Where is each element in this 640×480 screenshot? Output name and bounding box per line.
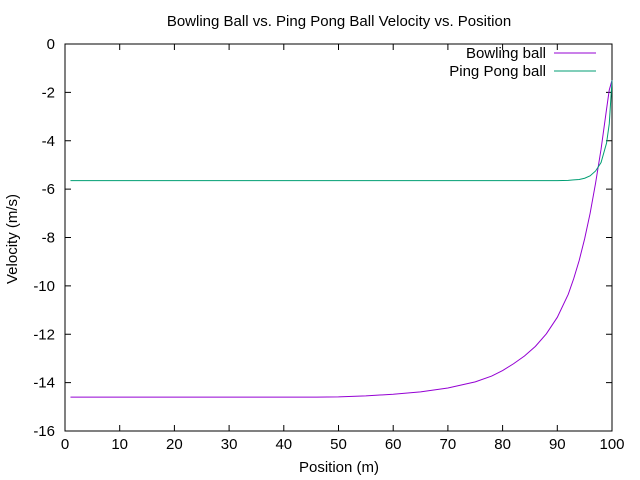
y-axis-ticks: 0 -2 -4 -6 -8 -10 -12 -14 -16	[33, 36, 612, 440]
legend-label: Bowling ball	[466, 45, 546, 62]
y-tick-label: -12	[33, 326, 55, 343]
x-tick-label: 80	[494, 436, 511, 453]
y-tick-label: -4	[42, 133, 55, 150]
y-axis-label: Velocity (m/s)	[4, 194, 21, 284]
plot-frame	[64, 43, 613, 432]
y-tick-label: 0	[47, 36, 55, 53]
series-line-bowling-ball	[70, 80, 613, 398]
x-tick-label: 90	[549, 436, 566, 453]
y-tick-label: -6	[42, 181, 55, 198]
series-line-ping-pong-ball	[70, 80, 613, 182]
y-tick-label: -10	[33, 278, 55, 295]
series-layer	[70, 80, 613, 398]
x-axis-ticks: 0 10 20 30 40 50 60 70 80 90 100	[61, 44, 625, 453]
x-tick-label: 20	[166, 436, 183, 453]
chart-title: Bowling Ball vs. Ping Pong Ball Velocity…	[167, 13, 511, 30]
y-tick-label: -2	[42, 84, 55, 101]
y-tick-label: -14	[33, 375, 55, 392]
x-tick-label: 60	[385, 436, 402, 453]
y-tick-label: -8	[42, 230, 55, 247]
x-tick-label: 40	[275, 436, 292, 453]
x-axis-label: Position (m)	[299, 459, 379, 476]
x-tick-label: 50	[330, 436, 347, 453]
y-tick-label: -16	[33, 423, 55, 440]
x-tick-label: 30	[221, 436, 238, 453]
x-tick-label: 10	[111, 436, 128, 453]
x-tick-label: 70	[440, 436, 457, 453]
x-tick-label: 0	[61, 436, 69, 453]
x-tick-label: 100	[599, 436, 624, 453]
legend-label: Ping Pong ball	[449, 63, 546, 80]
